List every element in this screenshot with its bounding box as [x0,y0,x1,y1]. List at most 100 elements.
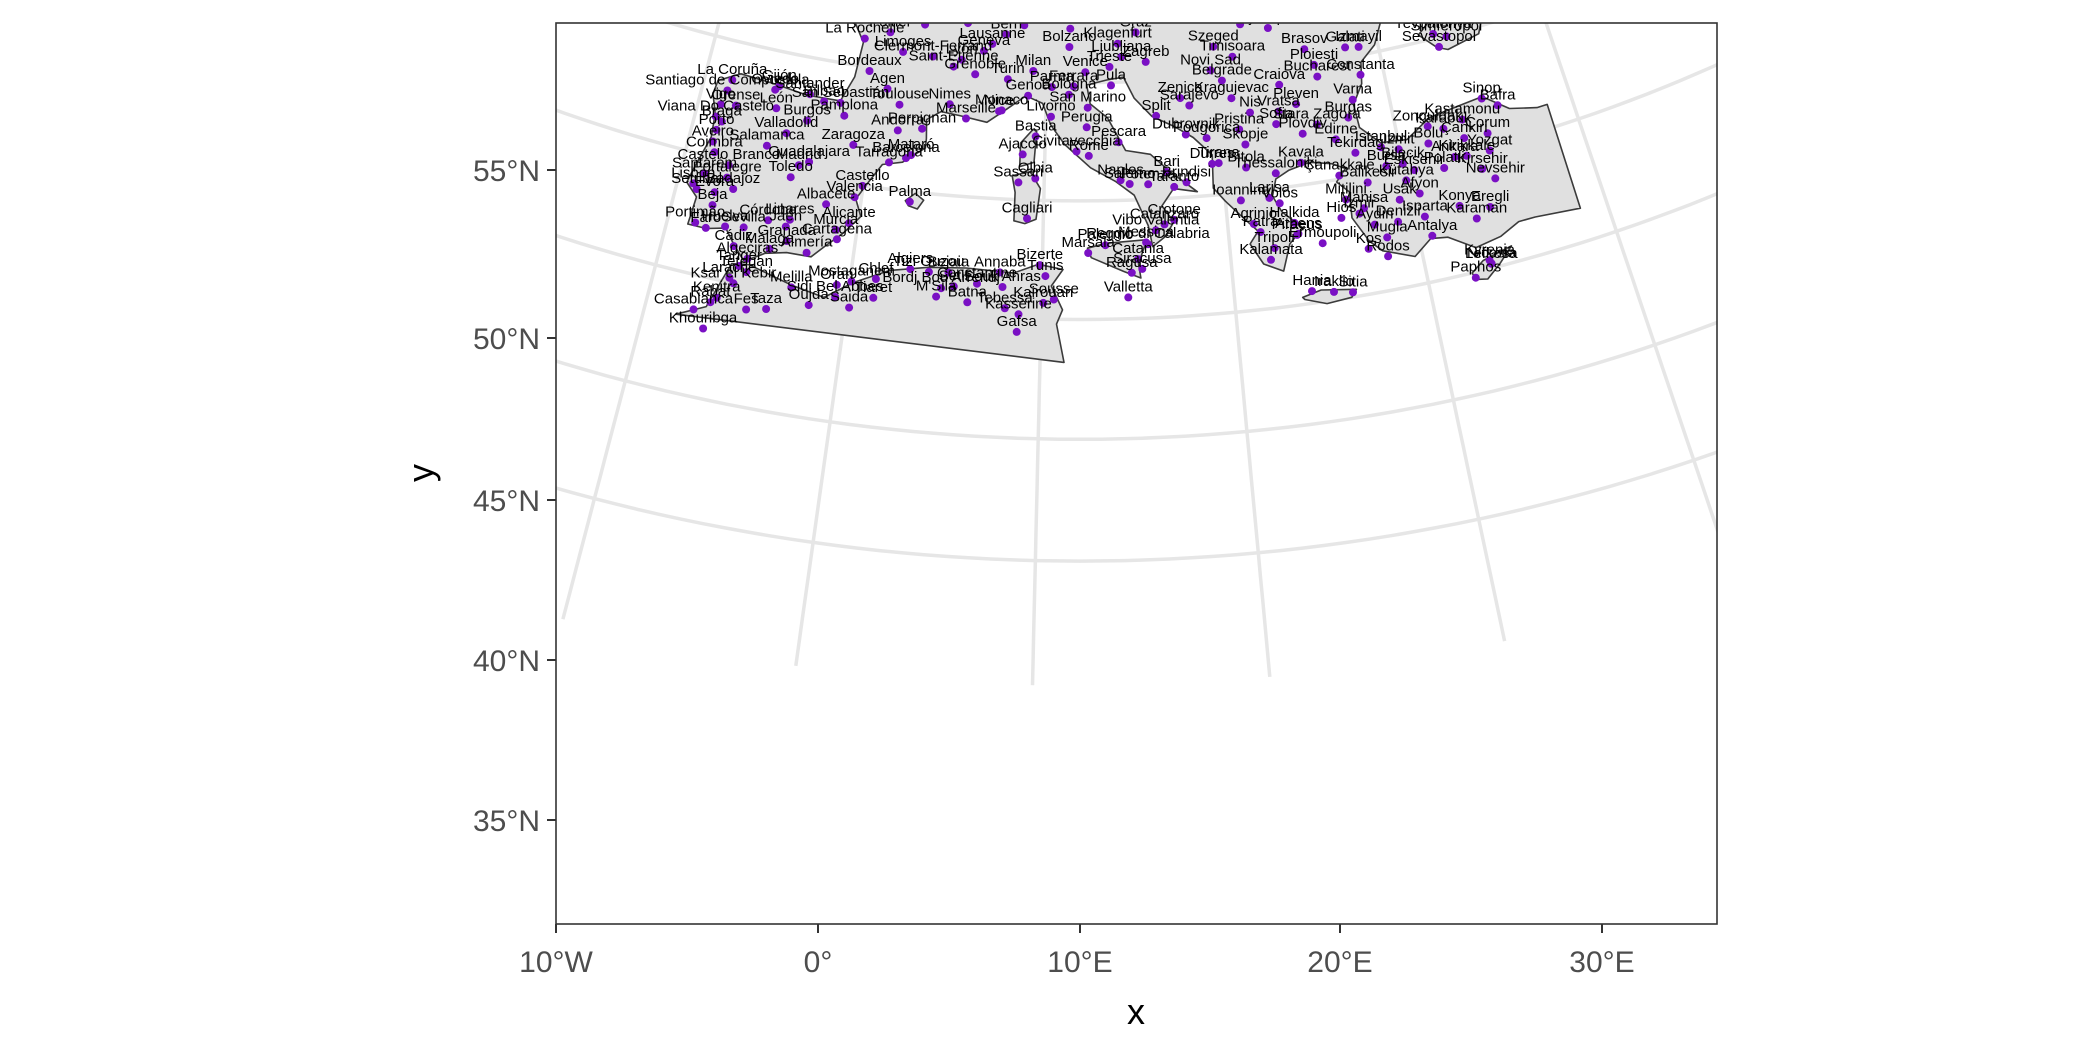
city-label: Taza [750,290,782,307]
city-label: Perugia [1061,108,1113,125]
city-label: Vratsa [1257,93,1300,110]
city-label: Kherson [1385,0,1441,2]
city-label: Çankiri [1441,119,1488,136]
city-label: Split [1142,97,1172,114]
city-point [1227,94,1236,103]
city-point [944,268,953,277]
graticule-parallel [556,450,1717,563]
city-label: Gafsa [997,313,1038,330]
city-label: Stara Zagora [1273,106,1361,123]
city-point [1138,264,1147,273]
city-label: Annaba [974,253,1026,270]
city-point [1208,159,1217,168]
city-label: Hania [1292,272,1332,289]
city-label: Izmir [1343,195,1376,212]
city-label: Larache [702,259,756,276]
city-point [963,298,972,307]
city-label: Dubrovnik [1152,116,1220,133]
city-label: Çorum [1465,114,1510,131]
city-label: Potenza [1121,165,1177,182]
city-label: Manisa [1340,189,1389,206]
city-point [1313,72,1322,81]
x-tick-label: 0° [804,946,833,979]
city-point [710,148,719,157]
city-label: Khouribga [669,310,738,327]
city-point [895,100,904,109]
city-label: Patra [1243,213,1280,230]
city-label: Antalya [1407,217,1458,234]
city-point [1093,12,1101,20]
city-label: Aveiro [692,123,734,140]
city-point [772,104,781,113]
city-label: Oviedo [751,71,799,88]
city-label: Lisbon [671,164,715,181]
city-label: Perpignan [888,110,956,127]
city-label: Nevsehir [1466,159,1525,176]
city-label: Cluj-Napoca [1227,9,1310,26]
city-point [1415,189,1424,198]
city-point [1242,163,1251,172]
city-point [1420,212,1429,221]
city-point [1349,288,1357,297]
city-label: Nimes [929,85,972,102]
city-point [1072,147,1081,156]
city-point [971,70,980,79]
city-point [1275,199,1284,208]
city-point [988,39,997,48]
city-label: Sidi Bel Abbes [787,278,884,295]
city-point [1065,43,1074,51]
city-point [889,0,897,3]
city-point [832,280,841,289]
city-point [724,161,733,170]
city-label: Balikesir [1339,164,1396,181]
city-label: Pamplona [811,97,879,114]
city-point [782,129,791,138]
city-label: Mostaganem [808,263,895,280]
city-point [1293,230,1302,239]
city-point [1020,23,1029,30]
city-point [1024,91,1033,100]
city-point [1382,161,1391,170]
city-point [1116,176,1125,185]
city-label: Aydin [1356,206,1393,223]
city-label: Bilecik [1381,145,1425,162]
city-label: Zagreb [1122,43,1170,60]
city-point [836,98,845,107]
city-label: Casablanca [654,290,734,307]
city-label: Burgas [1325,99,1373,116]
city-label: Algiers [887,250,933,267]
city-label: Rome [1069,137,1109,154]
city-point [845,219,853,228]
city-label: Pristina [1214,111,1265,128]
city-label: Chisinau [1322,0,1380,6]
city-label: Reggio di Calabria [1086,225,1210,242]
city-label: Linares [765,201,814,218]
city-label: Simferopol [1411,17,1483,34]
city-point [1162,168,1171,176]
city-label: Braga [702,103,743,120]
city-label: Karaman [1446,200,1507,217]
city-label: Siracusa [1113,250,1172,267]
city-point [803,116,812,125]
city-label: Constanta [1326,56,1395,73]
city-point [1113,39,1122,48]
city-point [1241,140,1250,149]
city-label: Genoa [1006,77,1052,94]
x-tick-label: 20°E [1307,946,1372,979]
city-point [1101,241,1110,250]
city-label: Saint-Etienne [909,48,999,65]
city-label: Thessaloniki [1234,154,1317,171]
city-label: Pescara [1091,123,1147,140]
city-point [831,225,840,234]
city-label: Ljubljana [1091,38,1152,55]
x-tick-label: 10°E [1047,946,1112,979]
city-label: Paphos [1450,259,1501,276]
city-label: Zonguldak [1393,107,1464,124]
city-point [729,185,738,193]
city-label: Nis [1239,94,1261,111]
city-point [1265,193,1274,202]
city-label: Grenoble [944,55,1006,72]
city-label: Tirana [1198,144,1241,161]
city-label: Plovdiv [1279,115,1328,132]
city-point [700,169,709,178]
